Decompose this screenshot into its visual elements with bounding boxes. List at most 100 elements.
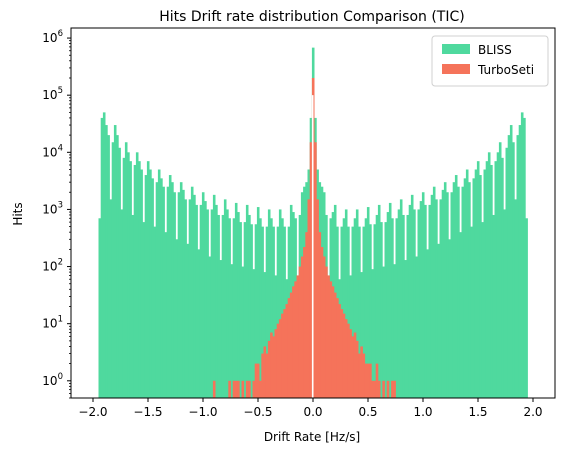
turboseti-bar — [360, 346, 363, 398]
bliss-bar — [494, 161, 498, 398]
bliss-bar — [351, 226, 355, 398]
turboseti-bar — [212, 380, 216, 398]
bliss-bar — [410, 194, 414, 398]
bliss-bar — [428, 204, 432, 398]
bliss-bar — [371, 269, 374, 398]
turboseti-bar — [382, 380, 385, 398]
bliss-bar — [342, 218, 346, 398]
turboseti-bar — [245, 380, 249, 398]
y-tick-label: 106 — [42, 29, 63, 45]
bliss-bar — [210, 209, 214, 398]
bliss-bar — [474, 169, 478, 398]
bliss-bar — [157, 169, 161, 398]
turboseti-bar — [300, 256, 304, 398]
bliss-bar — [512, 142, 515, 398]
bliss-bar — [239, 222, 242, 398]
bliss-bar — [133, 164, 137, 398]
turboseti-bar — [340, 309, 344, 398]
bliss-bar — [380, 222, 383, 398]
bliss-bar — [155, 182, 159, 398]
turboseti-bar — [377, 380, 381, 398]
bliss-bar — [142, 222, 146, 398]
bliss-bar — [166, 186, 170, 398]
turboseti-bar — [342, 313, 346, 398]
bliss-bar — [263, 272, 267, 398]
bliss-bar — [476, 161, 480, 398]
bliss-bar — [404, 260, 407, 398]
bliss-bar — [146, 161, 150, 398]
turboseti-bar — [296, 275, 300, 398]
turboseti-bar — [375, 363, 379, 398]
turboseti-bar — [386, 380, 390, 398]
turboseti-bar — [241, 380, 245, 398]
bliss-bar — [421, 192, 425, 398]
turboseti-bar — [298, 266, 302, 398]
bliss-bar — [254, 224, 258, 398]
bliss-bar — [111, 142, 115, 398]
bliss-bar — [448, 239, 451, 398]
bliss-bar — [190, 186, 194, 398]
bliss-bar — [138, 161, 141, 398]
bliss-bar — [109, 199, 113, 398]
legend-swatch — [442, 44, 470, 54]
bliss-bar — [468, 182, 471, 398]
x-tick-label: 1.5 — [468, 405, 487, 419]
x-axis: −2.0 −1.5 −1.0 −0.5 0.0 0.5 1.0 1.5 2.0 — [78, 398, 543, 419]
turboseti-bar — [283, 309, 286, 398]
bliss-bar — [193, 194, 196, 398]
bliss-bar — [355, 209, 359, 398]
bliss-bar — [212, 194, 216, 398]
turboseti-bar — [336, 298, 339, 398]
bliss-bar — [135, 152, 139, 398]
bliss-bar — [430, 194, 434, 398]
bars-layer — [98, 47, 528, 399]
bliss-bar — [243, 222, 247, 398]
bliss-bar — [465, 169, 469, 398]
bliss-bar — [241, 266, 245, 398]
turboseti-bar — [314, 142, 317, 398]
turboseti-bar — [289, 292, 293, 398]
turboseti-bar — [274, 329, 278, 398]
bliss-bar — [177, 192, 181, 398]
turboseti-bar — [331, 286, 335, 398]
turboseti-bar — [349, 329, 352, 398]
bliss-bar — [256, 207, 260, 398]
turboseti-bar — [234, 380, 238, 398]
bliss-bar — [393, 264, 396, 398]
x-tick-label: −0.5 — [243, 405, 272, 419]
bliss-bar — [234, 202, 238, 398]
bliss-bar — [360, 272, 363, 398]
bliss-bar — [98, 218, 102, 398]
bliss-bar — [118, 147, 121, 398]
turboseti-bar — [228, 380, 231, 398]
turboseti-bar — [347, 323, 350, 398]
turboseti-bar — [327, 275, 330, 398]
turboseti-bar — [362, 353, 366, 398]
bliss-bar — [131, 214, 135, 398]
turboseti-bar — [270, 332, 273, 398]
bliss-bar — [208, 256, 212, 398]
bliss-bar — [369, 224, 372, 398]
bliss-bar — [160, 178, 163, 398]
bliss-bar — [503, 209, 506, 398]
bliss-bar — [199, 204, 203, 398]
turboseti-bar — [309, 142, 313, 398]
y-tick-label: 100 — [42, 372, 63, 388]
bliss-bar — [505, 147, 509, 398]
bliss-bar — [265, 226, 269, 398]
bliss-bar — [140, 169, 143, 398]
bliss-bar — [168, 175, 172, 398]
bliss-bar — [272, 226, 275, 398]
turboseti-bar — [265, 353, 269, 398]
bliss-bar — [490, 164, 493, 398]
bliss-bar — [107, 135, 110, 399]
bliss-bar — [461, 186, 465, 398]
bliss-bar — [122, 157, 126, 398]
bliss-bar — [435, 199, 438, 398]
turboseti-bar — [353, 332, 357, 398]
turboseti-bar — [276, 323, 280, 398]
bliss-bar — [395, 218, 399, 398]
bliss-bar — [432, 186, 436, 398]
turboseti-bar — [322, 256, 326, 398]
bliss-bar — [391, 218, 394, 398]
